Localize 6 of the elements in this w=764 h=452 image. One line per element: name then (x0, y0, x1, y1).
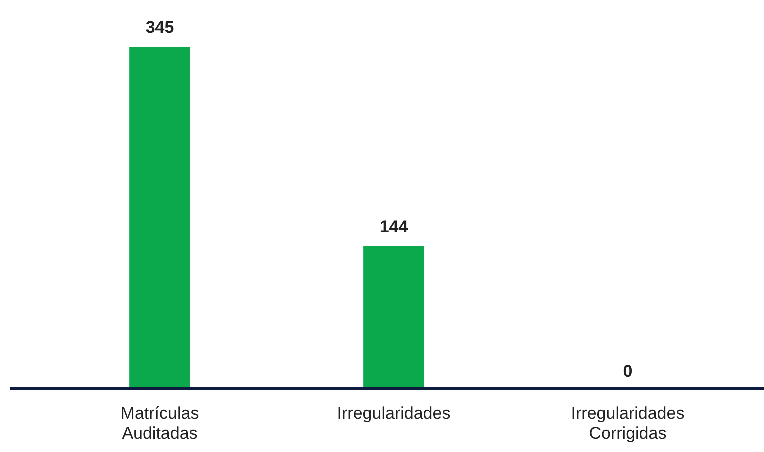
data-label: 144 (380, 217, 409, 236)
data-label: 0 (623, 362, 633, 381)
x-tick-label: Matrículas Auditadas (120, 404, 200, 443)
x-tick-label: Irregularidades Corrigidas (571, 404, 685, 443)
x-tick-label: Irregularidades (337, 404, 451, 423)
data-label: 345 (146, 18, 174, 37)
